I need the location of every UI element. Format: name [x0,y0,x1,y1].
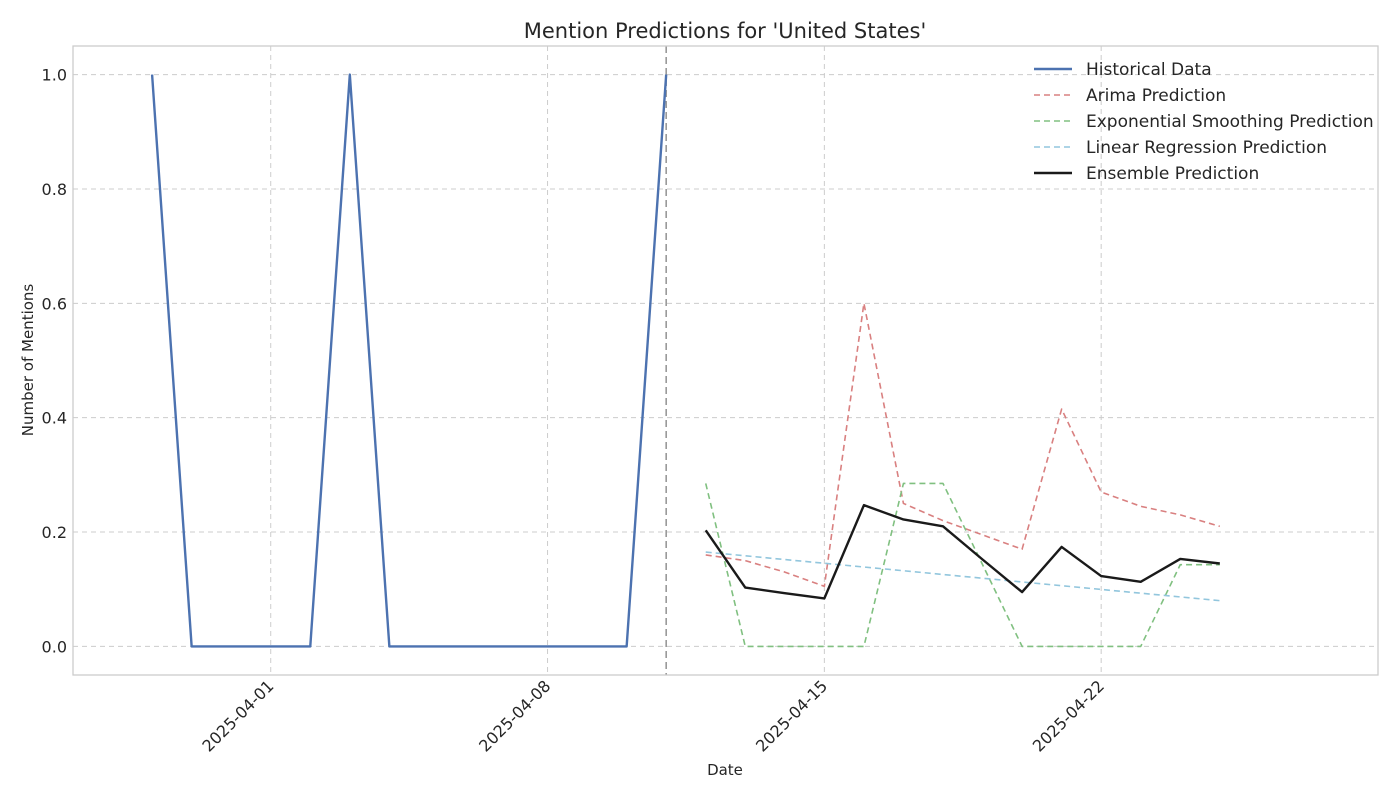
grid [73,46,1378,675]
y-tick-label: 1.0 [42,66,67,85]
x-tick-labels: 2025-04-01 2025-04-08 2025-04-15 2025-04-22 [198,676,1108,755]
arima-prediction-line [705,302,1221,588]
legend-label-historical-data: Historical Data [1086,60,1212,80]
x-tick-label: 2025-04-22 [1029,676,1108,755]
y-tick-labels: 0.0 0.2 0.4 0.6 0.8 1.0 [42,66,67,657]
series-group [150,46,1221,675]
linear-regression-prediction-line [705,551,1220,602]
legend-label-linear-regression-prediction: Linear Regression Prediction [1086,138,1327,158]
historical-data-line [150,73,668,648]
x-tick-label: 2025-04-15 [752,676,831,755]
x-tick-label: 2025-04-08 [475,676,554,755]
ensemble-prediction-line [704,503,1220,600]
y-tick-label: 0.8 [42,180,67,199]
legend: Historical Data Arima Prediction Exponenti… [1034,60,1374,184]
y-tick-label: 0.2 [42,523,67,542]
x-axis-label: Date [707,761,743,779]
legend-label-ensemble-prediction: Ensemble Prediction [1086,164,1259,184]
legend-label-exponential-smoothing-prediction: Exponential Smoothing Prediction [1086,112,1374,132]
y-tick-label: 0.0 [42,637,67,656]
plot-frame [72,45,1379,676]
y-axis-label: Number of Mentions [19,284,37,437]
legend-label-arima-prediction: Arima Prediction [1086,86,1226,106]
y-tick-label: 0.4 [42,409,67,428]
x-tick-label: 2025-04-01 [198,676,277,755]
exponential-smoothing-prediction-line [704,482,1220,648]
y-tick-label: 0.6 [42,294,67,313]
chart-title: Mention Predictions for 'United States' [524,19,927,43]
